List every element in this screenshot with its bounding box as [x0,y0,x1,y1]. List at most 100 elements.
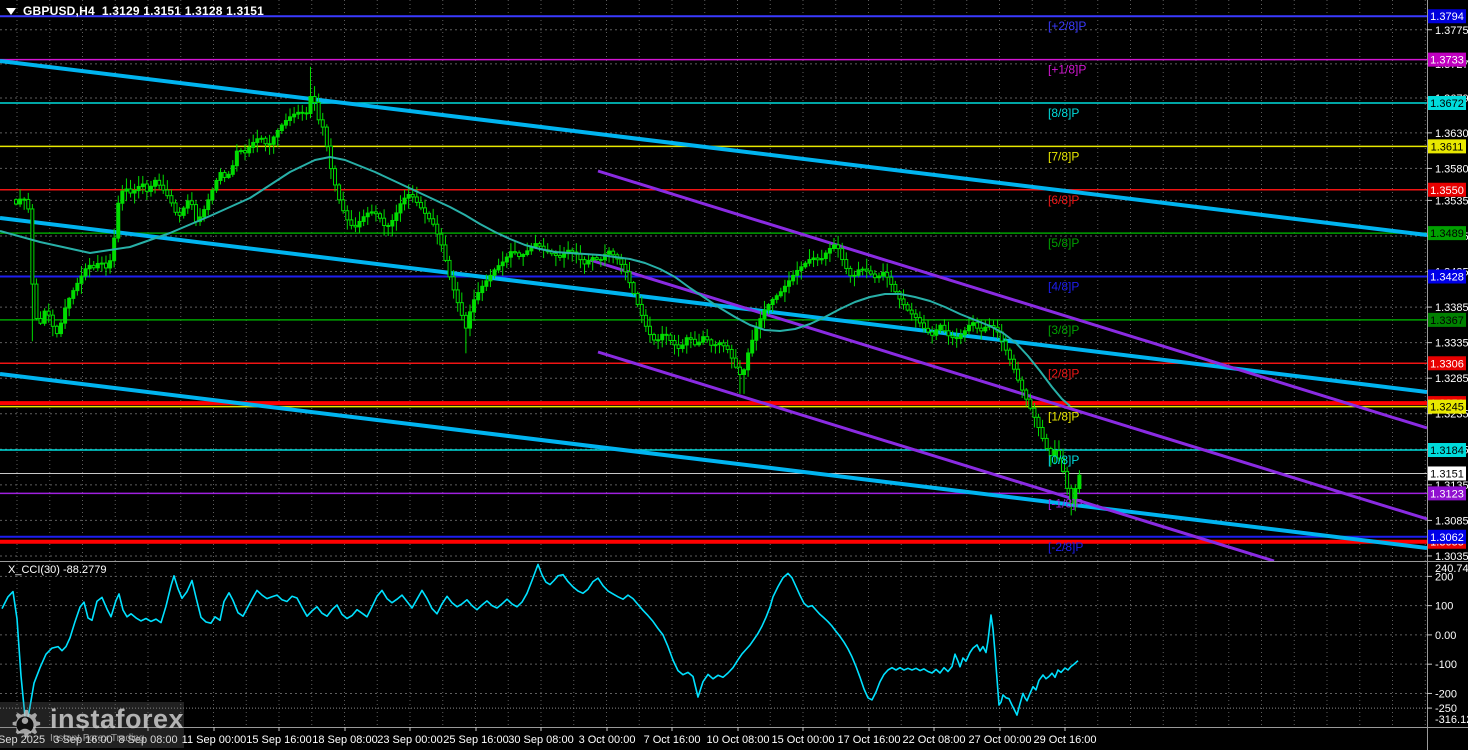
time-axis[interactable]: 1 Sep 2025 3 Sep 16:00 8 Sep 08:00 11 Sep 0… [0,727,1097,746]
murrey-price-badge-bg [1428,486,1466,501]
indicator-name-label: X_CCI(30) -88.2779 [8,564,107,576]
instaforex-watermark: instaforex Instant Forex Trading [0,702,184,748]
time-tick-label: 7 Oct 16:00 [644,734,701,746]
price-tick-label: 1.3385 [1435,302,1468,314]
murrey-price-badge: 1.3367 [1430,315,1464,327]
price-tick-label: 1.3535 [1435,195,1468,207]
cci-min-label: -316.1295 [1435,714,1468,726]
murrey-price-badge-bg [1428,529,1466,544]
current-price-badge-bg [1428,466,1466,481]
murrey-label: [+1/8]P [1048,63,1086,77]
murrey-price-badge: 1.3550 [1430,185,1464,197]
price-axis[interactable]: 1.37751.37271.36791.36301.35801.35351.34… [1427,9,1468,709]
murrey-label: [8/8]P [1048,106,1079,120]
murrey-labels: [+2/8]P [+1/8]P [8/8]P [7/8]P [6/8]P [5/8]P [4… [1048,19,1086,554]
murrey-price-badge: 1.3184 [1430,445,1464,457]
price-tick-label: 1.3580 [1435,163,1468,175]
cci-tick-label: 200 [1435,571,1453,583]
murrey-lines [0,15,1427,538]
murrey-price-badge-bg [1428,182,1466,197]
price-tick-label: 1.3335 [1435,338,1468,350]
indicator-axis[interactable]: 240.7484200 100 0.00 -100 -200 -250-316.1295 [1435,563,1468,726]
candlestick-series [14,66,1082,516]
time-tick-label: 1 Sep 2025 [0,734,45,746]
time-tick-label: 17 Oct 16:00 [838,734,901,746]
murrey-price-badge-bg [1428,226,1466,241]
murrey-price-badge-bg [1428,9,1466,24]
murrey-price-badge: 1.3245 [1430,402,1464,414]
murrey-price-badge-bg [1428,443,1466,458]
time-tick-label: 29 Oct 16:00 [1034,734,1097,746]
time-tick-label: 8 Sep 08:00 [118,734,177,746]
purple-trendline [597,350,1275,561]
cyan-trendline [0,216,1427,394]
time-tick-label: 30 Sep 08:00 [508,734,573,746]
cci-level-label: -250 [1435,703,1457,715]
price-tick-label: 1.3285 [1435,373,1468,385]
price-tick-label: 1.3085 [1435,515,1468,527]
time-tick-label: 23 Sep 00:00 [377,734,442,746]
murrey-price-badge-bg [1428,399,1466,414]
murrey-price-badge: 1.3489 [1430,228,1464,240]
murrey-label: [1/8]P [1048,410,1079,424]
murrey-price-badge-bg [1428,139,1466,154]
murrey-label: [6/8]P [1048,193,1079,207]
purple-trend-channel [589,169,1427,561]
time-tick-label: 15 Sep 16:00 [246,734,311,746]
time-tick-label: 11 Sep 00:00 [182,734,247,746]
murrey-price-badge: 1.3123 [1430,488,1464,500]
murrey-label: [-1/8]P [1048,496,1083,510]
time-tick-label: 18 Sep 08:00 [312,734,377,746]
murrey-price-badge: 1.3062 [1430,532,1464,544]
murrey-price-badge: 1.3306 [1430,358,1464,370]
cci-line [1,563,1079,727]
cyan-trendline [0,372,1427,550]
time-tick-label: 3 Sep 16:00 [53,734,112,746]
watermark-brand: instaforex [49,704,184,734]
cci-tick-label: 0.00 [1435,630,1456,642]
ohlc-quote-label: 1.3129 1.3151 1.3128 1.3151 [101,4,265,18]
murrey-label: [2/8]P [1048,366,1079,380]
time-tick-label: 22 Oct 08:00 [903,734,966,746]
cci-tick-label: 100 [1435,601,1453,613]
cci-tick-label: -200 [1435,688,1457,700]
indicator-gridlines [0,575,1427,709]
murrey-price-badge: 1.3794 [1430,11,1464,23]
murrey-price-badge-bg [1428,52,1466,67]
murrey-price-badge: 1.3733 [1430,55,1464,67]
chart-title-bar: GBPUSD,H4 1.3129 1.3151 1.3128 1.3151 [6,4,264,18]
cci-max-label: 240.7484 [1435,563,1468,575]
cyan-trendline [0,59,1427,237]
purple-trendline [597,169,1427,430]
cci-tick-label: -100 [1435,659,1457,671]
murrey-price-badge-bg [1428,269,1466,284]
symbol-period-label: GBPUSD,H4 [23,4,95,18]
murrey-label: [-2/8]P [1048,540,1083,554]
murrey-label: [0/8]P [1048,453,1079,467]
murrey-price-badge: 1.3428 [1430,272,1464,284]
moving-average-line [0,156,1071,407]
murrey-label: [4/8]P [1048,280,1079,294]
watermark-tagline: Instant Forex Trading [49,733,145,744]
chart-dropdown-icon[interactable] [6,7,16,15]
cyan-trend-channel [0,59,1427,550]
gear-person-logo-icon [12,709,41,738]
time-tick-label: 3 Oct 00:00 [579,734,636,746]
murrey-label: [+2/8]P [1048,19,1086,33]
purple-trendline [589,258,1427,521]
time-tick-label: 25 Sep 16:00 [443,734,508,746]
murrey-price-badge-bg [1428,96,1466,110]
murrey-price-badge-bg [1428,356,1466,371]
murrey-price-badge: 1.3611 [1431,141,1464,153]
price-tick-label: 1.3035 [1435,551,1468,563]
time-tick-label: 15 Oct 00:00 [772,734,835,746]
price-tick-label: 1.3630 [1435,128,1468,140]
price-tick-label: 1.3775 [1435,25,1468,37]
murrey-price-badge: 1.3672 [1430,98,1464,110]
murrey-price-badge-bg [1428,312,1466,327]
murrey-label: [5/8]P [1048,236,1079,250]
